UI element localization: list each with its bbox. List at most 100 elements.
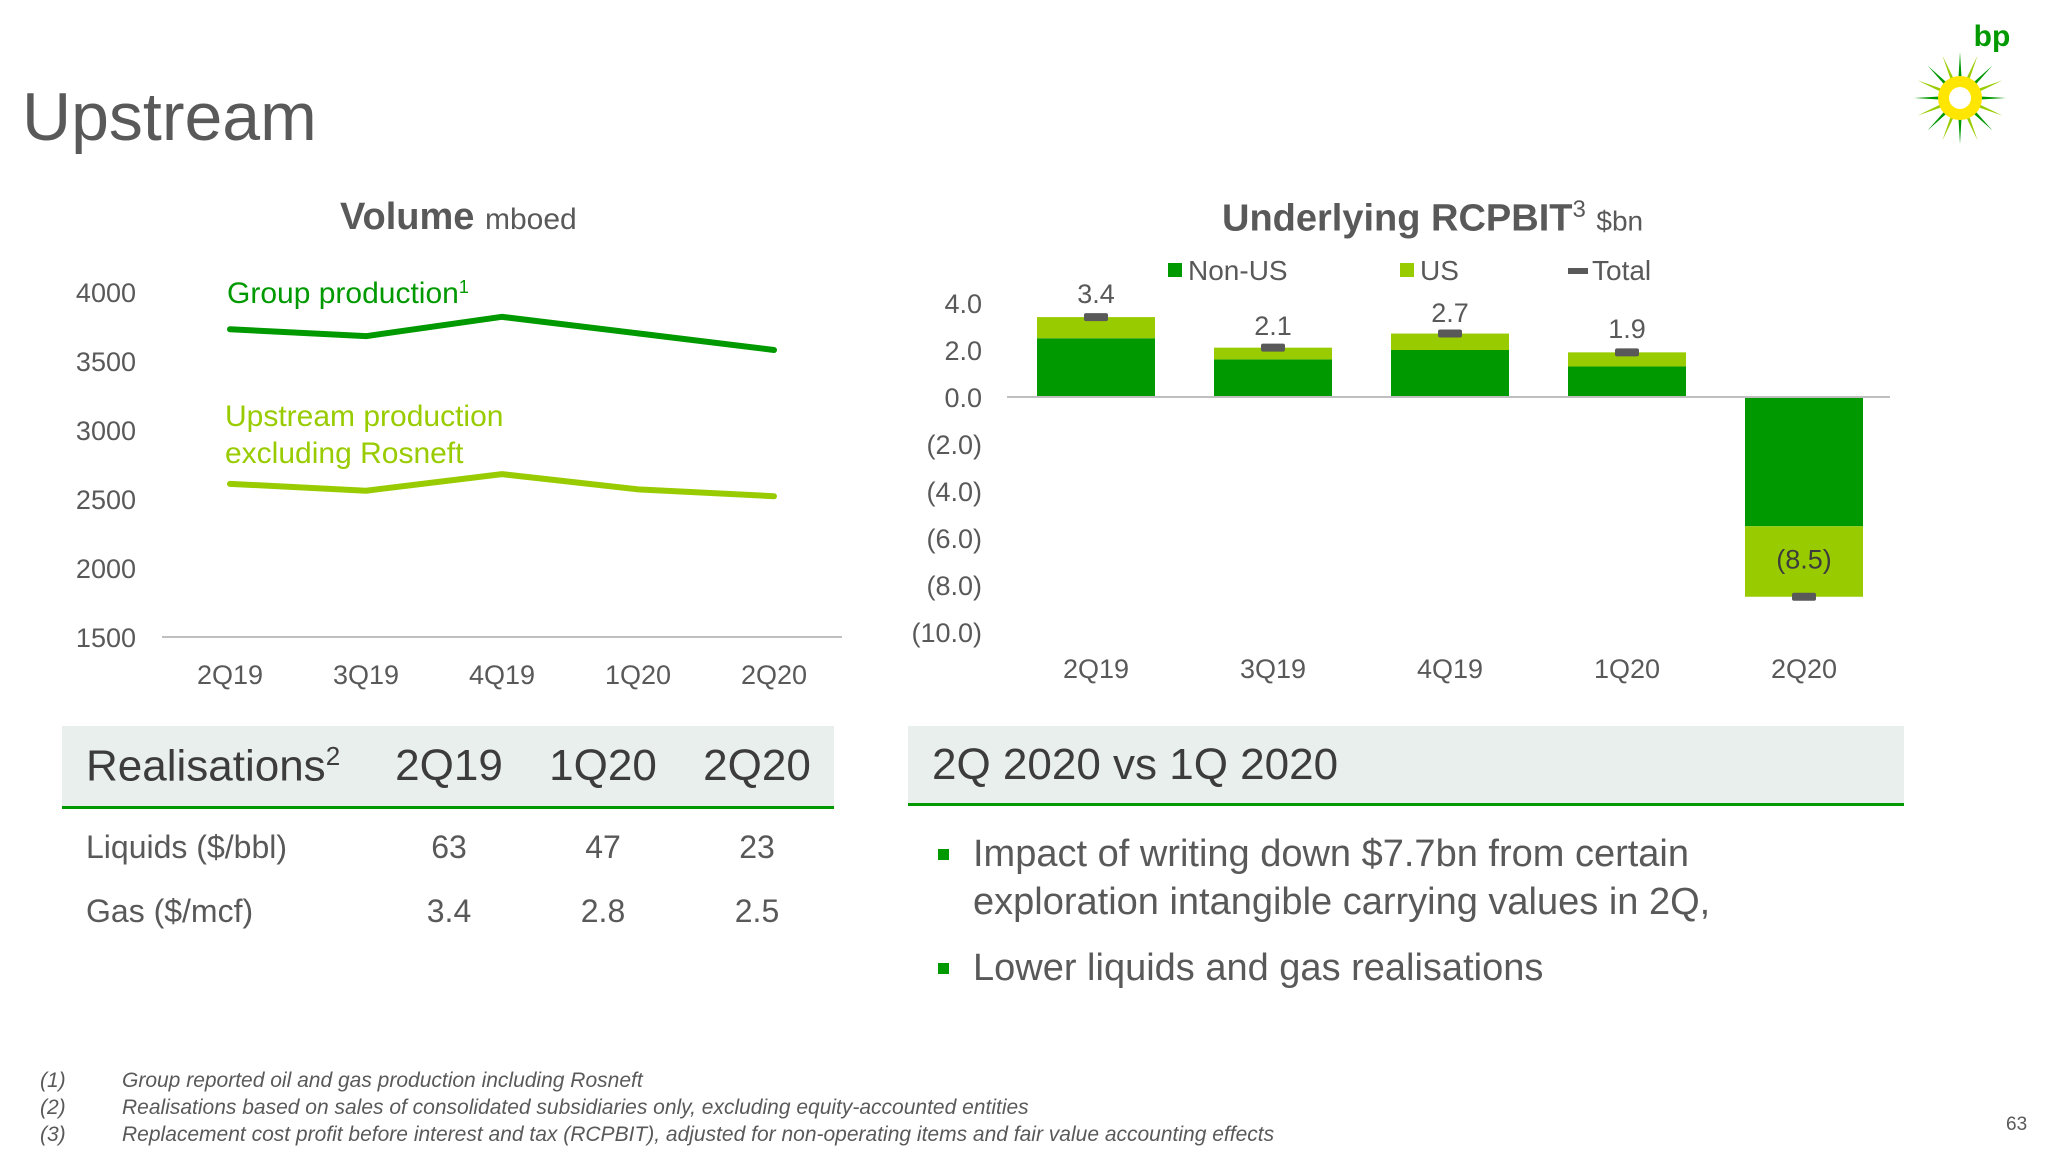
y-tick-label: 1500 <box>76 623 136 653</box>
footnote: (2) Realisations based on sales of conso… <box>40 1096 1029 1120</box>
x-tick-label: 4Q19 <box>469 660 535 690</box>
bar-non-us <box>1745 397 1863 527</box>
bar-us <box>1037 317 1155 339</box>
realisations-heading: Realisations2 <box>86 740 341 791</box>
footnote-text: Group reported oil and gas production in… <box>122 1069 643 1092</box>
bar-us <box>1391 333 1509 350</box>
bp-logo: bp <box>1910 18 2020 148</box>
rcpbit-chart: Non-US US Total 4.0 2.0 0.0 (2.0) (4.0) (6.0)… <box>911 255 1890 684</box>
rcpbit-title-text: Underlying RCPBIT <box>1222 197 1573 240</box>
footnote-text: Replacement cost profit before interest … <box>122 1123 1275 1146</box>
cell: 47 <box>585 828 621 865</box>
cell: 23 <box>739 828 775 865</box>
bar-us <box>1568 352 1686 367</box>
row-label: Liquids ($/bbl) <box>86 828 287 865</box>
table-row: Gas ($/mcf) 3.4 2.8 2.5 <box>62 879 834 943</box>
comparison-heading: 2Q 2020 vs 1Q 2020 <box>908 726 1904 806</box>
cell: 3.4 <box>426 892 472 929</box>
cell: 63 <box>431 828 467 865</box>
total-data-label: 3.4 <box>1077 279 1115 309</box>
bullet-text: Impact of writing down $7.7bn from certa… <box>973 833 1711 923</box>
series-label-upstream-line2: excluding Rosneft <box>225 437 464 470</box>
bullet-square-icon <box>938 963 949 974</box>
y-tick-label: 3000 <box>76 416 136 446</box>
x-tick-label: 4Q19 <box>1417 654 1483 684</box>
footnote-number: (2) <box>40 1096 66 1119</box>
bar-us <box>1745 526 1863 597</box>
x-tick-label: 1Q20 <box>1594 654 1660 684</box>
upstream-production-line <box>227 471 777 500</box>
bar-us <box>1214 347 1332 360</box>
y-tick-label: (10.0) <box>911 618 982 648</box>
bullet-text: Lower liquids and gas realisations <box>973 947 1544 989</box>
total-data-label: (8.5) <box>1776 544 1832 574</box>
total-marker <box>1792 592 1816 601</box>
total-data-label: 2.1 <box>1254 311 1292 341</box>
y-tick-label: 3500 <box>76 347 136 377</box>
total-marker <box>1261 343 1285 352</box>
y-tick-label: (6.0) <box>926 524 982 554</box>
list-item: Lower liquids and gas realisations <box>908 944 1904 992</box>
cell: 2.5 <box>734 892 780 929</box>
series-label-upstream-line1: Upstream production <box>225 400 503 433</box>
bullet-square-icon <box>938 849 949 860</box>
legend-total: Total <box>1592 255 1651 286</box>
volume-title-text: Volume <box>340 196 475 238</box>
footnote: (1) Group reported oil and gas productio… <box>40 1069 643 1093</box>
footnote-text: Realisations based on sales of consolida… <box>122 1096 1029 1119</box>
col-header: 2Q19 <box>395 741 503 790</box>
bar-non-us <box>1037 338 1155 397</box>
bar-non-us <box>1214 359 1332 397</box>
bar-non-us <box>1391 350 1509 397</box>
comparison-panel: 2Q 2020 vs 1Q 2020 Impact of writing dow… <box>908 726 1904 992</box>
rcpbit-chart-title: Underlying RCPBIT3 $bn <box>1222 196 1643 241</box>
total-data-label: 2.7 <box>1431 298 1469 328</box>
page-title: Upstream <box>22 79 317 155</box>
y-tick-label: 4.0 <box>944 289 982 319</box>
helios-center <box>1949 87 1971 109</box>
row-label: Gas ($/mcf) <box>86 892 254 929</box>
x-tick-label: 2Q20 <box>741 660 807 690</box>
page-number: 63 <box>2006 1114 2028 1135</box>
y-tick-label: 2.0 <box>944 336 982 366</box>
y-tick-label: 2000 <box>76 554 136 584</box>
y-tick-label: 4000 <box>76 278 136 308</box>
total-marker <box>1438 329 1462 338</box>
realisations-header: Realisations2 2Q19 1Q20 2Q20 <box>62 726 834 809</box>
x-tick-label: 2Q20 <box>1771 654 1837 684</box>
y-tick-label: 0.0 <box>944 383 982 413</box>
col-header: 2Q20 <box>703 741 811 790</box>
footnote-number: (3) <box>40 1123 66 1146</box>
bar-non-us <box>1568 366 1686 397</box>
legend-non-us: Non-US <box>1188 255 1288 286</box>
x-tick-label: 1Q20 <box>605 660 671 690</box>
table-row: Liquids ($/bbl) 63 47 23 <box>62 815 834 879</box>
realisations-table: Realisations2 2Q19 1Q20 2Q20 Liquids ($/… <box>62 726 834 943</box>
total-data-label: 1.9 <box>1608 314 1646 344</box>
volume-chart: 4000 3500 3000 2500 2000 1500 2Q19 3Q19 4Q19 1Q2… <box>76 277 842 690</box>
volume-unit: mboed <box>485 203 577 236</box>
cell: 2.8 <box>580 892 626 929</box>
legend-swatch-total <box>1568 268 1588 274</box>
footnote-number: (1) <box>40 1069 66 1092</box>
x-tick-label: 2Q19 <box>1063 654 1129 684</box>
total-marker <box>1084 313 1108 322</box>
total-marker <box>1615 348 1639 357</box>
rcpbit-legend: Non-US US Total <box>1168 255 1651 286</box>
footnote: (3) Replacement cost profit before inter… <box>40 1123 1274 1147</box>
group-production-line <box>227 313 777 353</box>
y-tick-label: (8.0) <box>926 571 982 601</box>
rcpbit-title-sup: 3 <box>1572 196 1586 223</box>
rcpbit-unit: $bn <box>1596 205 1644 237</box>
y-tick-label: (2.0) <box>926 430 982 460</box>
volume-chart-title: Volume mboed <box>340 196 577 239</box>
bp-helios-icon: bp <box>1914 20 2010 144</box>
legend-us: US <box>1420 255 1459 286</box>
x-tick-label: 2Q19 <box>197 660 263 690</box>
x-tick-label: 3Q19 <box>1240 654 1306 684</box>
y-tick-label: (4.0) <box>926 477 982 507</box>
legend-swatch-non-us <box>1168 263 1182 277</box>
legend-swatch-us <box>1400 263 1414 277</box>
col-header: 1Q20 <box>549 741 657 790</box>
list-item: Impact of writing down $7.7bn from certa… <box>908 830 1904 926</box>
